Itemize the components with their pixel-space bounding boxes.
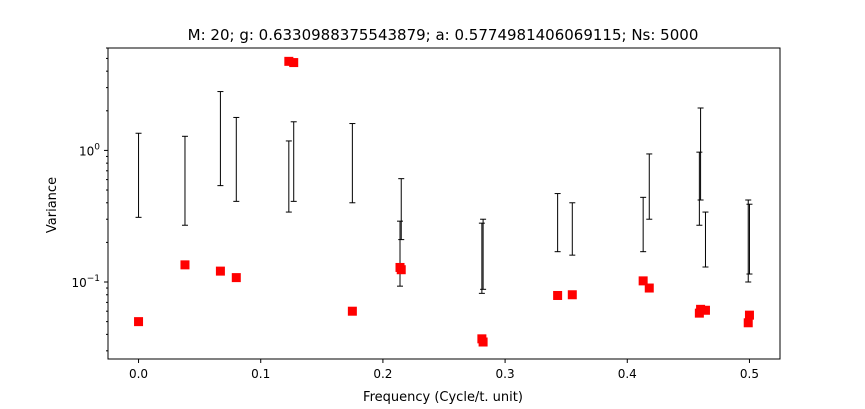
y-axis-label: Variance [45,177,60,233]
data-point [215,266,225,276]
data-point [567,290,577,300]
x-tick-label: 0.4 [618,367,637,381]
error-bar [397,220,404,287]
error-bar [646,153,653,220]
data-point [478,337,488,347]
chart-title: M: 20; g: 0.6330988375543879; a: 0.57749… [188,26,699,44]
y-tick-label: 100 [79,142,100,158]
data-point [289,58,299,68]
error-bar [697,107,704,201]
data-point [134,317,144,327]
plot-frame [107,47,781,360]
error-bar [480,218,487,290]
error-bar [746,203,753,275]
data-point [696,304,706,314]
error-bar [478,222,485,294]
data-point [700,305,710,315]
x-tick-label: 0.3 [496,367,515,381]
error-bar [640,196,647,253]
x-axis-label: Frequency (Cycle/t. unit) [363,390,523,405]
plot-content [134,56,754,347]
error-bar [696,151,703,226]
error-bar [217,91,224,187]
data-point [638,276,648,286]
data-point [347,306,357,316]
data-point [644,283,654,293]
error-bar [135,132,142,218]
data-point [284,56,294,66]
x-axis: 0.0 0.1 0.2 0.3 0.4 0.5 [129,359,759,381]
data-point [743,318,753,328]
data-point [180,260,190,270]
x-tick-label: 0.5 [740,367,759,381]
error-bar [702,211,709,268]
error-bar [398,178,405,241]
data-point [553,290,563,300]
x-tick-label: 0.0 [129,367,148,381]
y-tick-label: 10−1 [71,274,100,290]
data-point [396,265,406,275]
error-bar [554,193,561,253]
x-tick-label: 0.2 [373,367,392,381]
x-tick-label: 0.1 [251,367,270,381]
error-bar [233,116,240,202]
error-bar [181,135,188,226]
error-bar [349,123,356,204]
error-bar [745,199,752,283]
error-bar [569,202,576,256]
error-bar [285,140,292,213]
error-bar [290,121,297,202]
y-axis: 10−1 100 [71,47,108,352]
data-point [231,273,241,283]
data-point [744,310,754,320]
